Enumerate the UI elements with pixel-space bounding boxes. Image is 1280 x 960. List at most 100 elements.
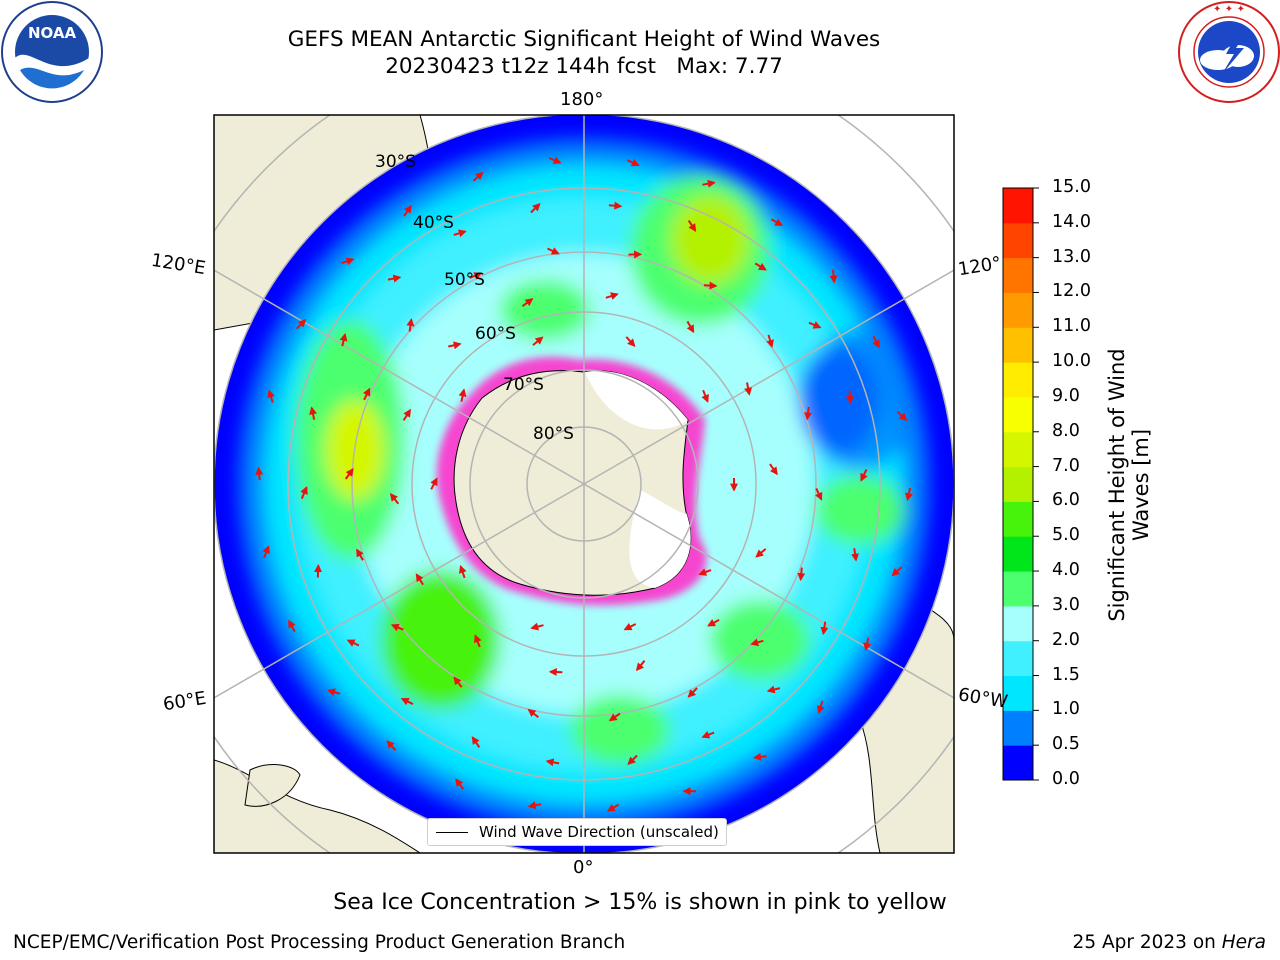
graticule [214, 115, 954, 853]
colorbar-tick-label: 5.0 [1052, 525, 1080, 546]
colorbar-block [1003, 640, 1033, 677]
lat-label-70s: 70°S [503, 375, 544, 395]
wave-direction-arrow [702, 179, 716, 188]
colorbar-tick-label: 4.0 [1052, 560, 1080, 581]
wave-direction-arrow [346, 639, 360, 647]
legend-label: Wind Wave Direction (unscaled) [479, 823, 719, 841]
wave-direction-arrow [804, 406, 813, 421]
wave-direction-arrow [626, 158, 640, 167]
wave-direction-arrow [545, 758, 560, 767]
wave-direction-arrow [863, 637, 872, 652]
colorbar-block [1003, 327, 1033, 363]
colorbar-block [1003, 431, 1033, 468]
lat-label-80s: 80°S [533, 424, 574, 444]
wave-direction-arrow [750, 638, 764, 647]
wave-direction-arrow [403, 204, 412, 217]
footer-branch: NCEP/EMC/Verification Post Processing Pr… [13, 932, 626, 953]
wave-direction-arrow [820, 621, 829, 636]
wave-direction-arrow [267, 389, 275, 403]
wave-direction-arrow [300, 486, 308, 499]
lat-label-30s: 30°S [375, 152, 416, 172]
wave-direction-arrow [698, 568, 712, 576]
wave-direction-arrow [625, 336, 636, 347]
wave-direction-arrow [754, 262, 767, 271]
colorbar-tick-label: 1.0 [1052, 699, 1080, 720]
wave-direction-arrow [829, 269, 838, 284]
noaa-logo: NOAA [1, 1, 103, 103]
wave-direction-arrow [386, 740, 397, 751]
wave-direction-arrow [390, 623, 404, 632]
wave-direction-arrow [905, 487, 913, 502]
lat-label-60s: 60°S [475, 324, 516, 344]
footer-date: 25 Apr 2023 on Hera [1072, 932, 1266, 953]
colorbar [1003, 188, 1033, 781]
map-panel [214, 115, 954, 853]
wave-direction-arrow [707, 619, 720, 627]
chart-title: GEFS MEAN Antarctic Significant Height o… [287, 27, 881, 52]
wave-direction-arrow [701, 730, 715, 739]
wave-direction-arrow [458, 388, 467, 402]
colorbar-tick-label: 1.5 [1052, 664, 1080, 685]
colorbar-tick-label: 12.0 [1052, 281, 1091, 302]
wave-direction-arrow [362, 387, 371, 401]
wave-direction-arrow [816, 700, 825, 715]
wave-direction-arrow [309, 406, 317, 420]
colorbar-tick-label: 9.0 [1052, 385, 1080, 406]
wave-direction-arrow [430, 477, 438, 490]
wave-direction-arrow [769, 463, 778, 476]
wave-direction-arrow [845, 390, 854, 404]
wave-direction-arrow [770, 218, 784, 226]
svg-text:✦ ✦ ✦: ✦ ✦ ✦ [1213, 4, 1245, 15]
colorbar-block [1003, 501, 1033, 537]
wave-direction-arrow [389, 492, 400, 505]
wave-direction-arrow [453, 229, 467, 238]
wave-direction-arrow [608, 201, 623, 210]
colorbar-block [1003, 745, 1033, 781]
colorbar-block [1003, 292, 1033, 328]
colorbar-block [1003, 188, 1033, 224]
wave-direction-arrow [766, 334, 774, 348]
wave-direction-arrow [766, 685, 781, 694]
wave-direction-arrow [860, 469, 868, 482]
wave-direction-arrow [527, 708, 539, 718]
colorbar-tick-label: 7.0 [1052, 455, 1080, 476]
wave-direction-arrow [530, 202, 541, 214]
colorbar-block [1003, 396, 1033, 433]
wave-direction-arrow [415, 573, 424, 586]
wave-direction-arrow [472, 171, 484, 182]
colorbar-tick-label: 10.0 [1052, 351, 1091, 372]
wave-direction-arrow [341, 257, 355, 266]
lat-label-50s: 50°S [444, 270, 485, 290]
chart-subtitle: 20230423 t12z 144h fcst Max: 7.77 [385, 54, 783, 79]
wave-direction-arrow [459, 564, 467, 579]
legend-line-icon [436, 831, 468, 833]
wave-direction-arrow [532, 336, 544, 346]
africa-land [214, 759, 421, 853]
wave-direction-arrow [797, 567, 806, 582]
colorbar-tick-label: 0.0 [1052, 769, 1080, 789]
wave-direction-arrow [327, 688, 341, 697]
madagascar-land [244, 764, 301, 807]
wave-direction-arrow [448, 341, 462, 350]
colorbar-tick-label: 2.0 [1052, 629, 1080, 650]
colorbar-block [1003, 362, 1033, 398]
wave-direction-arrow [701, 389, 709, 403]
colorbar-frame [1002, 187, 1034, 781]
colorbar-tick-label: 6.0 [1052, 490, 1080, 511]
wave-direction-arrow [521, 298, 534, 308]
colorbar-tick-label: 14.0 [1052, 211, 1091, 232]
colorbar-block [1003, 710, 1033, 746]
wave-direction-arrow [402, 408, 411, 421]
wave-direction-arrow [891, 566, 903, 577]
wave-direction-arrow [851, 548, 859, 562]
wave-direction-arrow [627, 754, 638, 766]
wave-direction-arrow [314, 564, 323, 578]
wave-direction-arrow [344, 468, 354, 480]
nws-logo: ✦ ✦ ✦ [1178, 1, 1280, 103]
wave-direction-arrow [406, 318, 415, 332]
lon-label-180: 180° [560, 89, 604, 110]
colorbar-block [1003, 222, 1033, 259]
noaa-logo-text: NOAA [28, 24, 77, 42]
wave-direction-arrow [474, 634, 482, 648]
wave-direction-arrow [744, 382, 752, 396]
